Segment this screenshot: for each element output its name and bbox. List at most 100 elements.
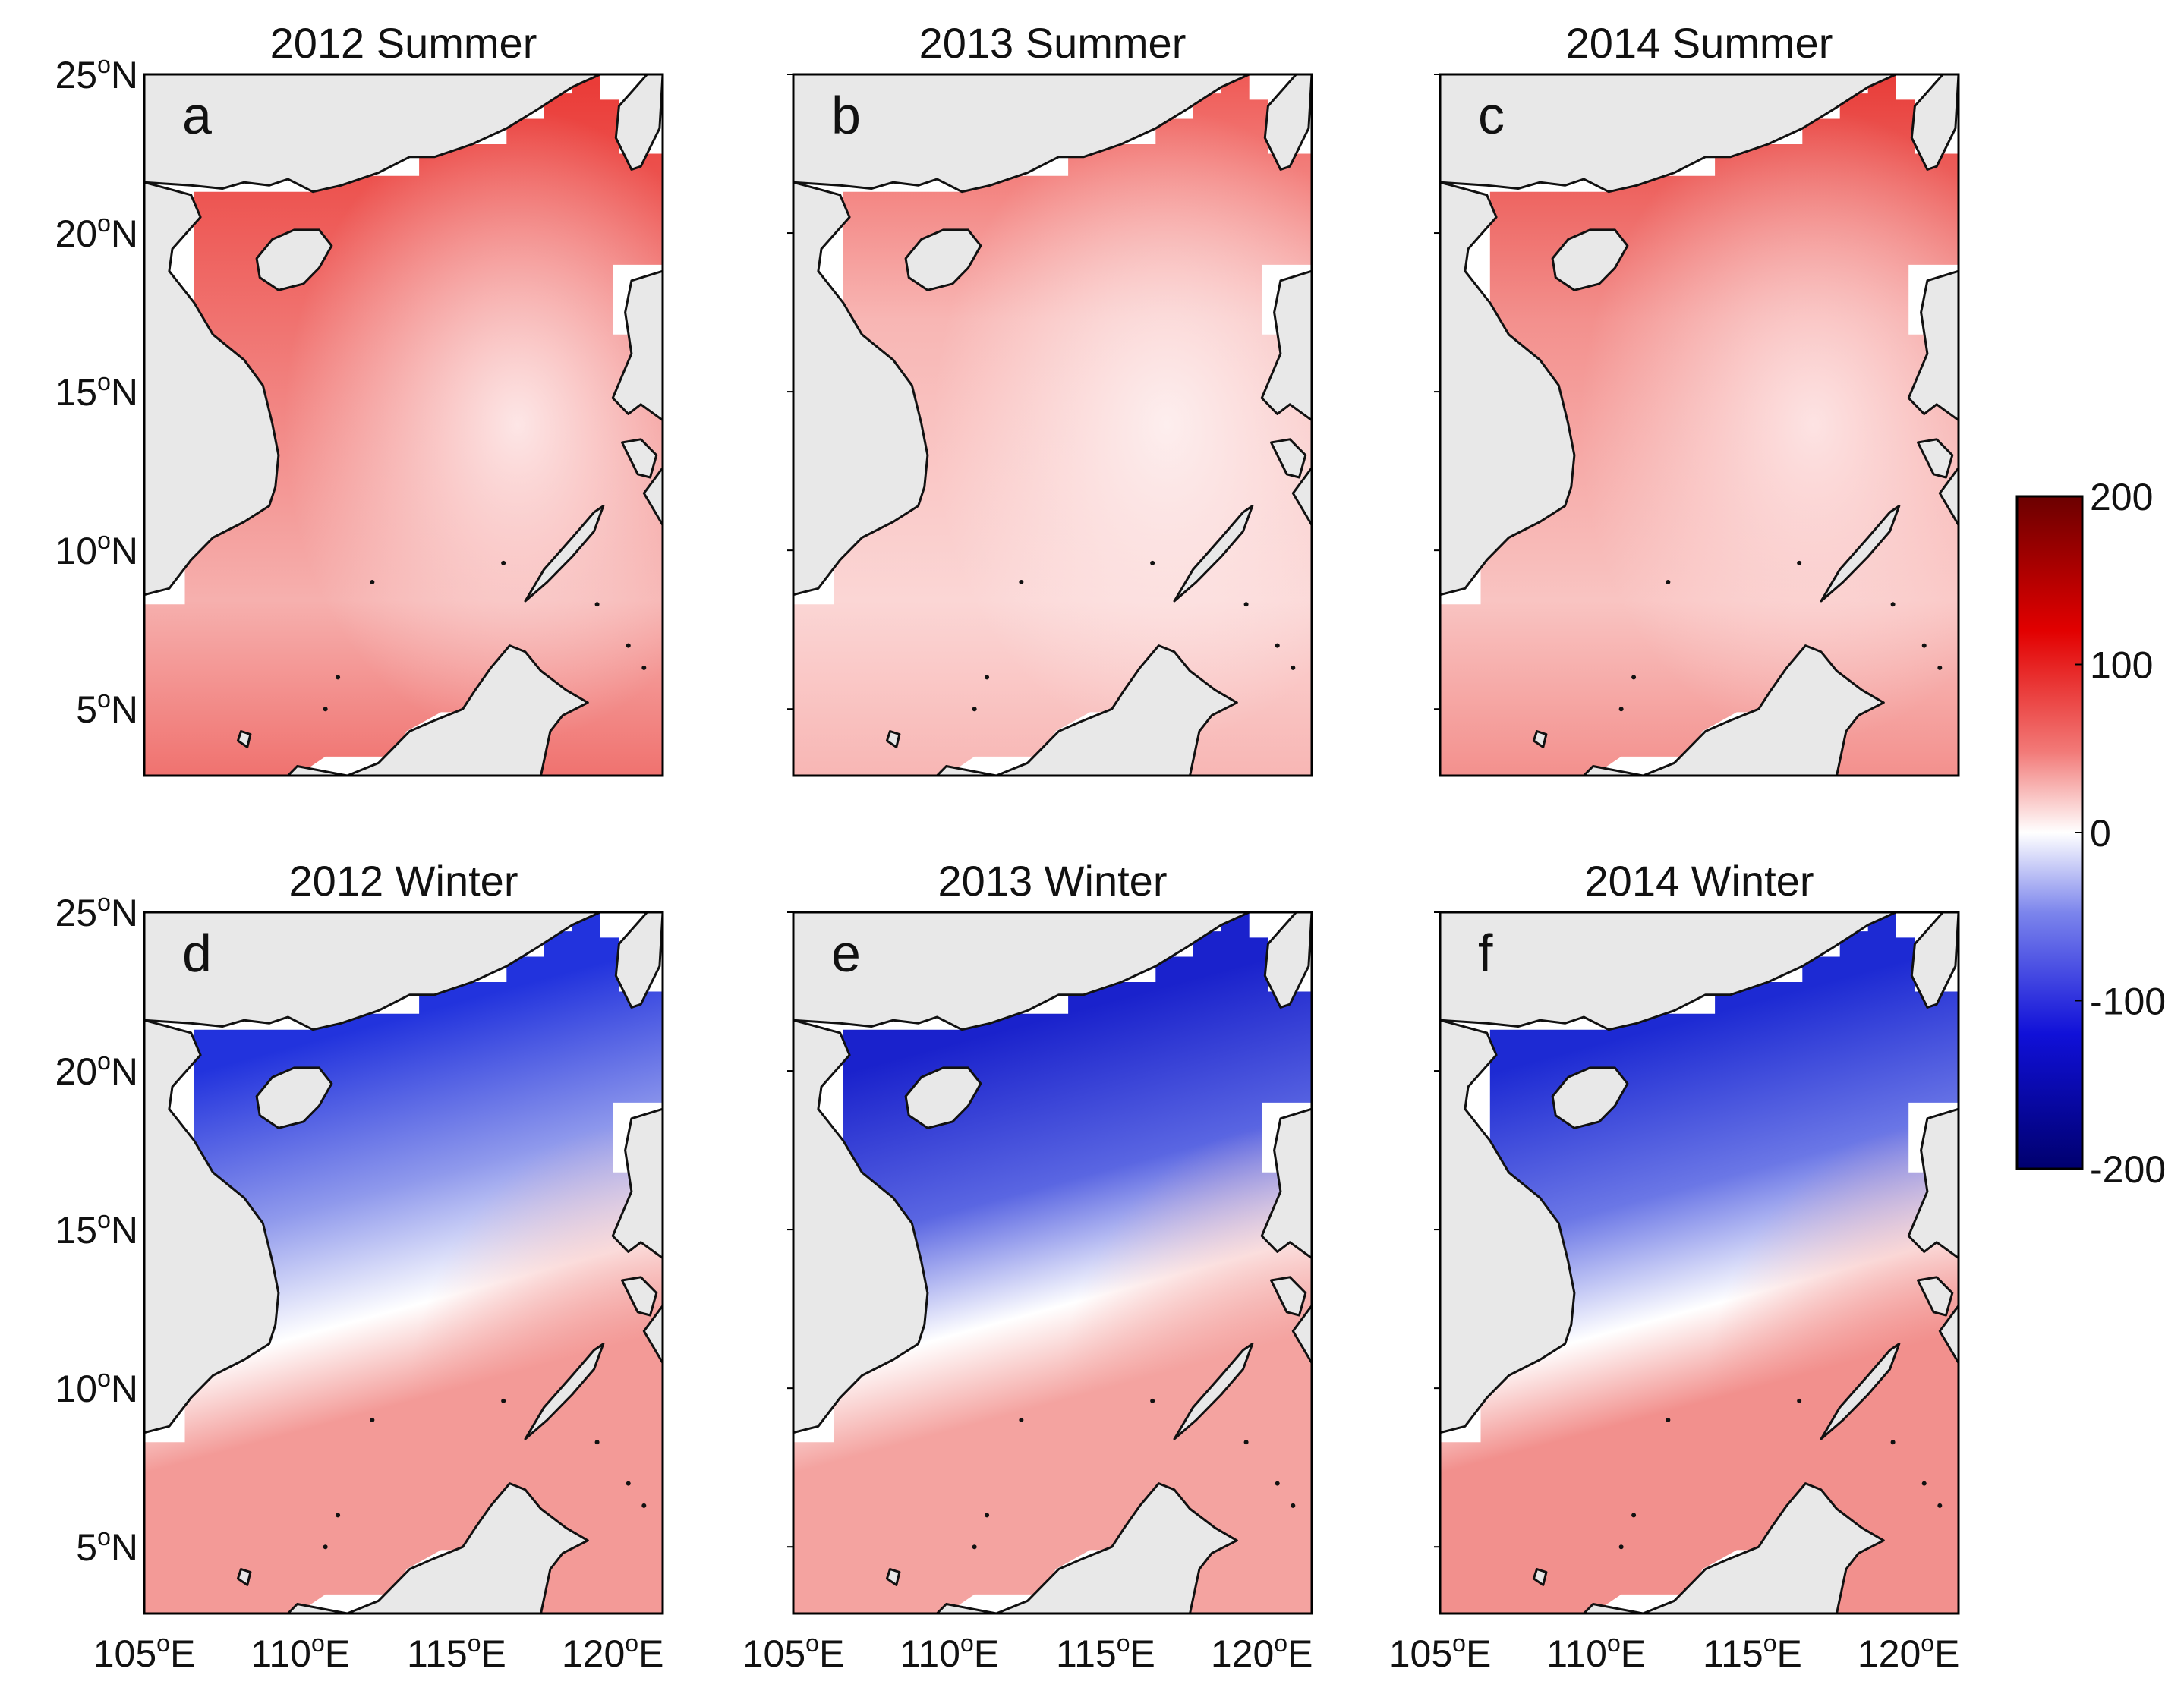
colorbar-tick-label: -100 xyxy=(2090,981,2166,1023)
land-mass xyxy=(1910,912,1959,1009)
panel-title: 2013 Summer xyxy=(919,19,1187,67)
panel-letter: e xyxy=(831,924,861,983)
land-mass xyxy=(642,1304,663,1365)
land-mass xyxy=(1820,505,1901,603)
land-mass xyxy=(524,1343,605,1440)
land-mass xyxy=(1260,269,1312,422)
land-mass xyxy=(1270,1276,1307,1317)
lat-tick-label: 25oN xyxy=(55,51,138,96)
nodata-mask xyxy=(1440,912,1868,1379)
land-mass xyxy=(1173,505,1254,603)
panel-letter: f xyxy=(1478,924,1493,983)
land-mass xyxy=(1582,644,1885,776)
land-mass xyxy=(286,644,589,776)
island-dot xyxy=(323,707,328,712)
land-mass xyxy=(1291,1304,1312,1365)
nodata-mask xyxy=(793,74,1221,541)
land-mass xyxy=(1938,1304,1959,1365)
island-dot xyxy=(1275,643,1280,648)
land-mass xyxy=(885,730,901,748)
island-dot xyxy=(370,1417,375,1422)
island-dot xyxy=(501,1398,506,1403)
lat-tick-label: 20oN xyxy=(55,1047,138,1093)
lat-tick-label: 25oN xyxy=(55,889,138,934)
land-mass xyxy=(1917,438,1954,479)
island-dot xyxy=(1666,579,1671,584)
island-dot xyxy=(336,675,341,680)
land-mass xyxy=(793,912,1251,1031)
map-frame xyxy=(143,73,664,777)
island-dot xyxy=(1618,1544,1624,1550)
land-mass xyxy=(614,74,663,171)
land-mass xyxy=(611,1107,663,1260)
map-panel-d: 2012 Winter d 25oN 20oN 15oN 10oN 5oN 105oE 110o… xyxy=(55,857,664,1675)
land-mass xyxy=(1532,1568,1548,1586)
lon-tick-label: 105oE xyxy=(1389,1629,1492,1675)
island-dot xyxy=(626,1481,631,1486)
island-dot xyxy=(1019,579,1024,584)
lat-tick-label: 5oN xyxy=(76,685,138,731)
island-dot xyxy=(594,1440,600,1445)
island-dot xyxy=(1275,1481,1280,1486)
land-mass xyxy=(286,1482,589,1614)
lat-tick-label: 15oN xyxy=(55,368,138,414)
land-mass xyxy=(1820,1343,1901,1440)
island-dot xyxy=(1937,665,1943,670)
lat-tick-label: 15oN xyxy=(55,1206,138,1251)
map-frame xyxy=(792,73,1313,777)
map-frame xyxy=(1439,911,1960,1615)
map-frame xyxy=(792,911,1313,1615)
island-dot xyxy=(972,1544,977,1550)
island-dot xyxy=(1291,665,1296,670)
land-mass xyxy=(1173,1343,1254,1440)
island-dot xyxy=(1631,675,1637,680)
land-mass xyxy=(1263,912,1312,1009)
land-mass xyxy=(1440,912,1898,1031)
land-mass xyxy=(1263,74,1312,171)
colorbar-tick-label: 100 xyxy=(2090,644,2153,687)
panel-title: 2012 Summer xyxy=(270,19,537,67)
island-dot xyxy=(1797,1398,1802,1403)
land-mass xyxy=(904,228,982,291)
land-mass xyxy=(255,1066,333,1129)
lat-tick-label: 10oN xyxy=(55,1365,138,1410)
island-dot xyxy=(370,579,375,584)
map-panel-c: 2014 Summer c xyxy=(1434,19,1960,777)
land-mass xyxy=(642,466,663,527)
nodata-mask xyxy=(144,912,572,1379)
land-mass xyxy=(1907,1107,1959,1260)
lon-tick-label: 120oE xyxy=(562,1629,664,1675)
land-mass xyxy=(144,1019,280,1434)
lat-tick-label: 5oN xyxy=(76,1523,138,1569)
lat-tick-label: 10oN xyxy=(55,527,138,572)
land-mass xyxy=(621,1276,658,1317)
lon-tick-label: 115oE xyxy=(1056,1629,1155,1675)
map-panel-b: 2013 Summer b xyxy=(787,19,1313,777)
island-dot xyxy=(626,643,631,648)
island-dot xyxy=(501,560,506,565)
land-mass xyxy=(1291,466,1312,527)
island-dot xyxy=(1921,643,1927,648)
land-mass xyxy=(1270,438,1307,479)
lon-tick-label: 110oE xyxy=(900,1629,999,1675)
land-mass xyxy=(1907,269,1959,422)
lon-tick-label: 110oE xyxy=(251,1629,350,1675)
colorbar-tick-label: 200 xyxy=(2090,476,2153,518)
island-dot xyxy=(1890,1440,1896,1445)
land-mass xyxy=(1440,74,1898,194)
panel-title: 2014 Summer xyxy=(1566,19,1833,67)
land-mass xyxy=(144,912,602,1031)
panel-title: 2013 Winter xyxy=(938,857,1168,905)
land-mass xyxy=(1440,181,1576,597)
map-frame xyxy=(1439,73,1960,777)
island-dot xyxy=(985,675,990,680)
land-mass xyxy=(1910,74,1959,171)
lon-tick-label: 110oE xyxy=(1546,1629,1646,1675)
island-dot xyxy=(985,1513,990,1518)
land-mass xyxy=(236,730,252,748)
land-mass xyxy=(904,1066,982,1129)
island-dot xyxy=(1921,1481,1927,1486)
land-mass xyxy=(614,912,663,1009)
map-panel-a: 2012 Summer a 25oN 20oN 15oN 10oN 5oN xyxy=(55,19,664,777)
